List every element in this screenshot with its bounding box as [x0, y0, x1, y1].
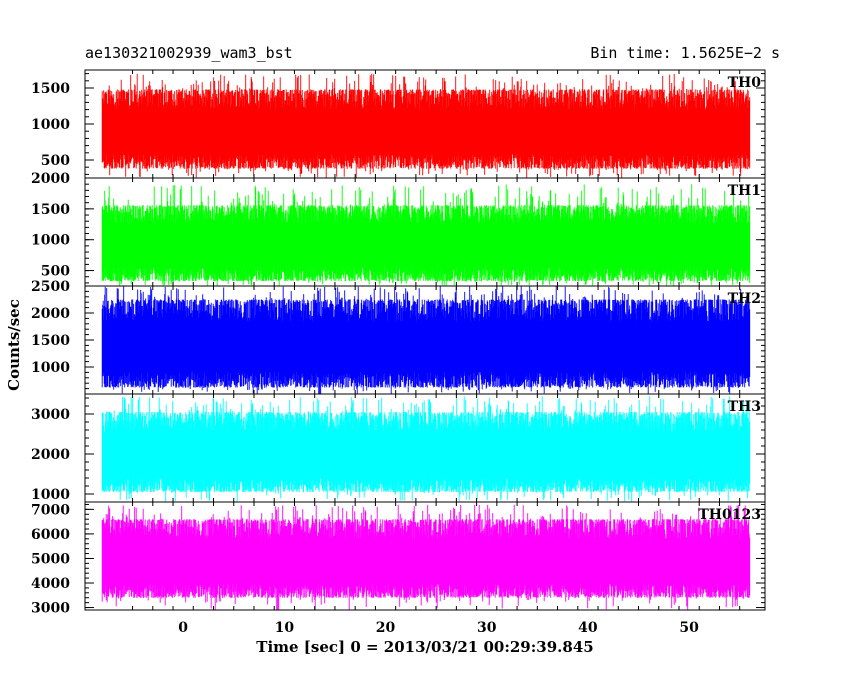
x-tick-label: 10 [275, 620, 295, 636]
x-tick-label: 20 [376, 620, 396, 636]
y-tick-label: 500 [41, 264, 70, 280]
x-tick-label: 40 [578, 620, 598, 636]
y-tick-label: 6000 [31, 527, 70, 543]
y-tick-label: 3000 [31, 601, 70, 617]
x-tick-label: 30 [477, 620, 497, 636]
y-tick-label: 2000 [31, 171, 70, 187]
y-tick-label: 500 [41, 153, 70, 169]
x-axis-label: Time [sec] 0 = 2013/03/21 00:29:39.845 [256, 638, 594, 656]
y-tick-label: 1500 [31, 81, 70, 97]
series-trace-th0 [101, 73, 751, 178]
x-tick-label: 0 [178, 620, 188, 636]
series-label-th2: TH2 [728, 291, 761, 307]
panel-frame [84, 501, 766, 611]
series-label-th0: TH0 [728, 75, 762, 91]
series-label-th1: TH1 [728, 183, 761, 199]
series-trace-th0123 [101, 504, 751, 610]
y-tick-label: 1000 [31, 117, 70, 133]
y-tick-label: 1000 [31, 233, 70, 249]
y-tick-label: 5000 [31, 551, 70, 567]
y-tick-label: 7000 [31, 502, 70, 518]
x-tick-label: 50 [679, 620, 699, 636]
y-tick-label: 1000 [31, 487, 70, 503]
y-tick-label: 2000 [31, 306, 70, 322]
y-tick-label: 1000 [31, 360, 70, 376]
series-trace-th3 [101, 396, 751, 502]
series-label-th0123: TH0123 [698, 507, 761, 523]
y-tick-label: 4000 [31, 576, 70, 592]
y-tick-label: 1500 [31, 333, 70, 349]
y-tick-label: 2000 [31, 447, 70, 463]
y-tick-label: 2500 [31, 279, 70, 295]
series-label-th3: TH3 [728, 399, 761, 415]
y-tick-label: 1500 [31, 202, 70, 218]
chart-title: ae130321002939_wam3_bst [85, 44, 293, 62]
y-axis-label: Counts/sec [5, 299, 23, 391]
bin-time-label: Bin time: 1.5625E−2 s [590, 44, 780, 62]
series-trace-th2 [101, 286, 751, 394]
y-tick-label: 3000 [31, 407, 70, 423]
series-trace-th1 [101, 184, 751, 286]
